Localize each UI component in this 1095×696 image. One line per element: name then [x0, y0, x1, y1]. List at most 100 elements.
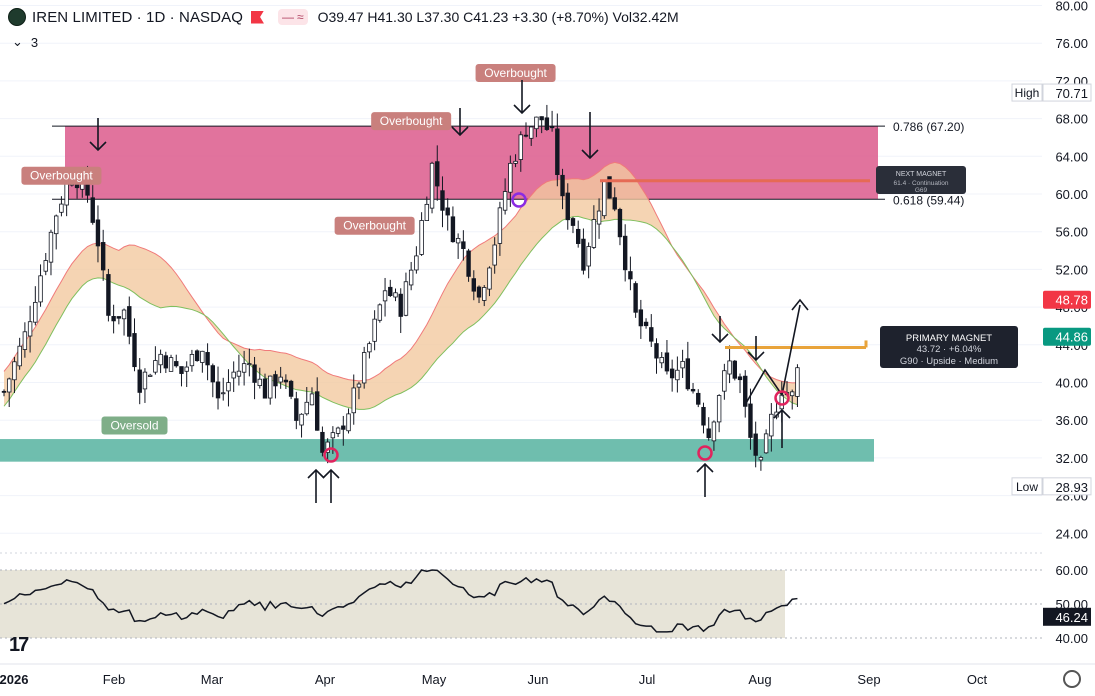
- candle-body: [231, 371, 236, 379]
- minus-icon: —: [281, 10, 294, 24]
- candle: [737, 373, 743, 394]
- candle: [565, 183, 570, 230]
- candle-body: [335, 427, 341, 434]
- candle-body: [622, 235, 628, 271]
- candle: [743, 370, 748, 418]
- candle: [294, 391, 299, 430]
- price-axis-tick: 56.00: [1055, 225, 1088, 240]
- candle: [262, 373, 268, 399]
- candle: [664, 339, 670, 375]
- flag-icon[interactable]: [250, 10, 264, 24]
- candle-body: [325, 441, 330, 453]
- candle-body: [419, 220, 424, 255]
- candle-body: [450, 216, 456, 243]
- arrow-down-icon: [89, 118, 107, 152]
- candle: [649, 314, 654, 347]
- arrow-head: [696, 462, 714, 473]
- candle-body: [617, 208, 623, 238]
- candle: [215, 366, 221, 410]
- candle-body: [696, 392, 701, 405]
- candle: [628, 256, 633, 291]
- candle-body: [268, 375, 273, 399]
- time-axis-tick: Aug: [748, 672, 771, 687]
- candle-body: [403, 281, 409, 316]
- annotation-text: Oversold: [110, 419, 158, 433]
- compare-pill[interactable]: — ≈: [277, 9, 308, 25]
- candle-body: [492, 244, 497, 266]
- price-tag-name-bg: [1011, 83, 1043, 102]
- candle: [320, 426, 325, 457]
- indicator-count: 3: [30, 34, 39, 50]
- indicator-toggle[interactable]: ⌄ 3: [12, 34, 38, 50]
- candle-body: [22, 331, 28, 350]
- candle-body: [382, 290, 388, 302]
- candle-body: [435, 161, 440, 187]
- symbol-title[interactable]: IREN LIMITED · 1D · NASDAQ: [32, 8, 243, 26]
- candle-body: [132, 333, 137, 368]
- candle: [121, 308, 127, 336]
- oscillator-current-value: 46.24: [1055, 610, 1088, 625]
- candle-body: [476, 286, 482, 298]
- candle-body: [351, 387, 356, 414]
- candle: [586, 242, 591, 279]
- candle: [163, 351, 169, 373]
- annotation-bg: [371, 112, 452, 131]
- candle-body: [1, 390, 7, 393]
- signal-circle: [511, 192, 527, 208]
- candle-body: [48, 231, 54, 263]
- candle-body: [194, 350, 200, 362]
- candle-body: [142, 371, 148, 390]
- candle: [382, 277, 388, 317]
- candle: [7, 377, 12, 408]
- price-tag-value: 48.78: [1055, 293, 1088, 308]
- primary-magnet-line1: 43.72 · +6.04%: [917, 344, 982, 355]
- candle-body: [612, 197, 617, 210]
- candle: [560, 168, 565, 210]
- candle: [304, 387, 309, 416]
- candle-body: [408, 269, 414, 286]
- candle: [576, 220, 581, 248]
- candle-body: [356, 383, 362, 388]
- candle-body: [518, 134, 523, 160]
- candle: [346, 408, 351, 434]
- candle: [638, 299, 644, 339]
- candle-body: [763, 433, 769, 454]
- candle: [403, 272, 409, 317]
- candle-body: [372, 318, 377, 342]
- candle-body: [262, 378, 268, 399]
- candle-body: [127, 306, 132, 337]
- candle: [252, 356, 257, 400]
- candle: [471, 270, 476, 301]
- candle-body: [278, 376, 283, 383]
- candle: [200, 350, 205, 373]
- candle: [278, 366, 283, 389]
- candle-body: [116, 316, 122, 319]
- candle: [335, 426, 341, 437]
- candle-body: [502, 191, 508, 211]
- candle-body: [461, 241, 466, 249]
- candle: [529, 126, 534, 146]
- candle: [722, 363, 727, 400]
- price-tag: Low 28.93: [1011, 477, 1092, 496]
- price-tag-value-bg: [1042, 477, 1092, 496]
- candle: [518, 131, 523, 172]
- candle: [690, 382, 696, 394]
- candle-body: [226, 382, 231, 392]
- candle-body: [147, 374, 153, 377]
- candle: [617, 207, 623, 246]
- candle-body: [398, 293, 403, 317]
- candle-body: [7, 378, 12, 393]
- next-magnet-line1: 61.4 · Continuation: [894, 180, 949, 187]
- candle-body: [539, 116, 544, 121]
- candle: [153, 346, 158, 375]
- candle-body: [184, 366, 189, 372]
- candle-body: [445, 207, 450, 216]
- candle-body: [664, 352, 670, 372]
- candle-body: [748, 403, 753, 438]
- candle: [711, 420, 717, 451]
- settings-gear-icon[interactable]: [1063, 670, 1081, 688]
- symbol-logo-icon: [8, 8, 26, 26]
- candle: [753, 421, 758, 468]
